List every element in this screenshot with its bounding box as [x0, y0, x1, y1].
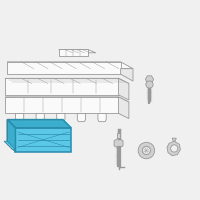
Polygon shape	[7, 120, 71, 128]
Polygon shape	[7, 62, 121, 74]
Polygon shape	[172, 138, 176, 141]
Polygon shape	[57, 113, 65, 122]
Polygon shape	[5, 78, 129, 84]
Circle shape	[138, 142, 155, 159]
Polygon shape	[59, 49, 88, 56]
Polygon shape	[4, 141, 15, 149]
Polygon shape	[5, 97, 119, 113]
Polygon shape	[121, 69, 133, 81]
Polygon shape	[5, 97, 129, 102]
Circle shape	[142, 146, 151, 155]
Polygon shape	[167, 141, 180, 156]
Polygon shape	[7, 62, 133, 69]
Polygon shape	[119, 78, 129, 100]
Polygon shape	[59, 49, 96, 53]
Polygon shape	[119, 97, 129, 119]
Polygon shape	[5, 78, 119, 95]
Bar	[117, 133, 120, 138]
Circle shape	[171, 145, 178, 152]
Polygon shape	[15, 113, 24, 122]
Polygon shape	[77, 113, 86, 122]
Polygon shape	[98, 113, 106, 122]
Circle shape	[146, 81, 153, 88]
Polygon shape	[36, 113, 44, 122]
Polygon shape	[7, 120, 15, 152]
Polygon shape	[15, 128, 71, 152]
